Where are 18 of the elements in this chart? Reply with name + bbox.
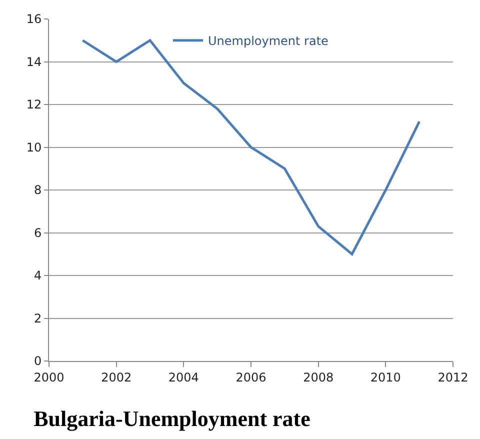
- text: Bulgaria-Unemployment rate: [34, 406, 311, 431]
- y-tick-label: 14: [26, 54, 42, 69]
- y-tick-label: 10: [26, 140, 42, 154]
- x-tick-label: 2006: [236, 370, 266, 384]
- y-tick-label: 6: [34, 226, 42, 240]
- x-tick-label: 2004: [168, 370, 199, 384]
- y-tick-label: 0: [34, 354, 42, 368]
- y-tick-label: 2: [34, 311, 42, 326]
- y-tick-label: 16: [26, 12, 42, 26]
- x-tick-label: 2012: [438, 370, 468, 384]
- x-tick-label: 2010: [370, 370, 401, 384]
- x-tick-label: 2008: [303, 370, 334, 384]
- y-tick-label: 8: [34, 183, 42, 198]
- x-tick-label: 2000: [34, 370, 64, 384]
- legend-label: Unemployment rate: [208, 34, 328, 48]
- y-tick-label: 4: [34, 268, 42, 283]
- y-tick-label: 12: [26, 98, 42, 112]
- x-tick-label: 2002: [101, 370, 132, 384]
